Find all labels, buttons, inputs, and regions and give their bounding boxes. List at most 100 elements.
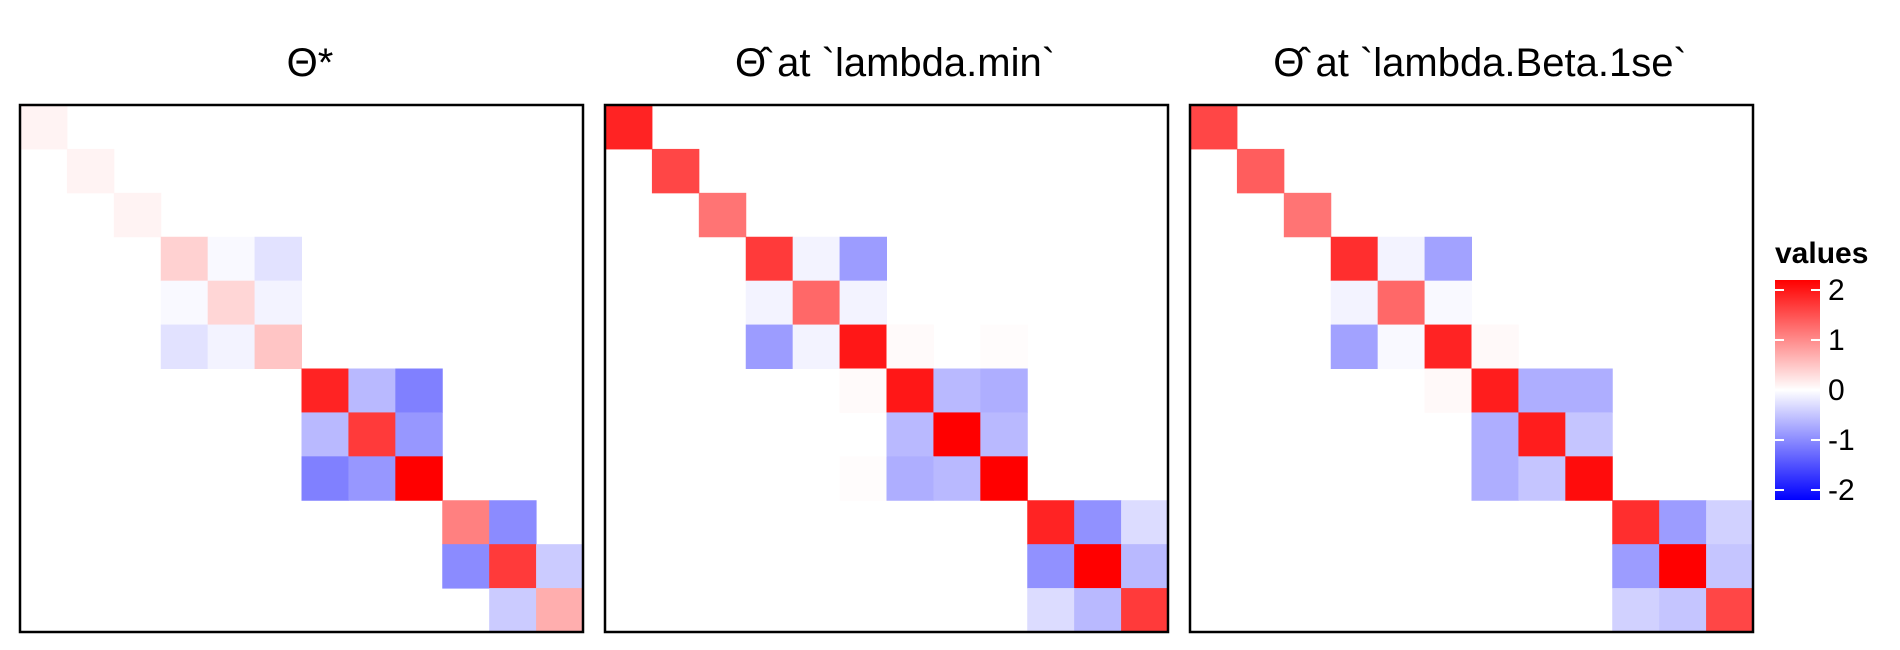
heatmap-cell	[980, 368, 1028, 413]
heatmap-cell	[792, 324, 841, 369]
heatmap-cell	[886, 368, 934, 413]
heatmap-cell	[301, 456, 349, 501]
heatmap-cell	[489, 544, 537, 589]
heatmap-cell	[254, 280, 302, 326]
heatmap-cell	[1330, 324, 1379, 369]
heatmap-cell	[839, 280, 887, 326]
panel-title-1: Θ*	[287, 41, 334, 85]
heatmap-cell	[839, 324, 887, 369]
heatmap-cell	[301, 412, 349, 457]
heatmap-cell	[1471, 368, 1519, 413]
heatmap-cell	[1377, 280, 1426, 326]
heatmap-cell	[160, 324, 209, 369]
heatmap-cell	[1074, 588, 1122, 633]
heatmap-cell	[1659, 544, 1707, 589]
heatmap-cell	[1377, 324, 1426, 369]
heatmap-cell	[348, 456, 396, 501]
heatmap-cell	[1424, 280, 1472, 326]
heatmap-cell	[489, 500, 537, 545]
heatmap-cell	[66, 148, 115, 194]
panel-1-cells	[20, 105, 584, 633]
heatmap-cell	[1706, 588, 1754, 633]
legend-title: values	[1775, 237, 1868, 270]
panel-title-3: Θ̂ at `lambda.Beta.1se`	[1273, 41, 1687, 85]
heatmap-cell	[348, 412, 396, 457]
panel-3-border	[1188, 103, 1755, 634]
panel-3-cells	[1190, 105, 1754, 633]
heatmap-cell	[254, 324, 302, 369]
heatmap-cell	[1330, 236, 1379, 282]
heatmap-cell	[1027, 500, 1075, 545]
heatmap-panel-1: Θ*	[18, 41, 585, 634]
heatmap-cell	[1074, 544, 1122, 589]
heatmap-cell	[1283, 192, 1332, 238]
heatmap-cell	[980, 324, 1028, 369]
heatmap-panel-2: Θ̂ at `lambda.min`	[603, 41, 1170, 634]
heatmap-cell	[1471, 324, 1519, 369]
heatmap-cell	[605, 105, 653, 150]
heatmap-cell	[207, 280, 256, 326]
heatmap-cell	[933, 412, 981, 457]
heatmap-cell	[1377, 236, 1426, 282]
heatmap-cell	[1565, 412, 1613, 457]
heatmap-cell	[1074, 500, 1122, 545]
panel-2-border	[603, 103, 1170, 634]
heatmap-cell	[745, 324, 794, 369]
heatmap-cell	[536, 588, 584, 633]
color-legend: values 2 1 0 -1 -2	[1775, 237, 1868, 507]
heatmap-cell	[980, 412, 1028, 457]
heatmap-cell	[395, 456, 443, 501]
heatmap-cell	[348, 368, 396, 413]
heatmap-cell	[651, 148, 700, 194]
heatmap-cell	[395, 368, 443, 413]
heatmap-cell	[1424, 236, 1472, 282]
legend-tick-label: -2	[1828, 474, 1855, 507]
heatmap-cell	[1518, 412, 1566, 457]
heatmap-cell	[113, 192, 162, 238]
heatmap-cell	[839, 236, 887, 282]
legend-tick-label: 1	[1828, 324, 1845, 357]
heatmap-cell	[933, 456, 981, 501]
heatmap-cell	[1706, 500, 1754, 545]
panel-1-border	[18, 103, 585, 634]
heatmap-cell	[1121, 544, 1169, 589]
legend-tick-label: 2	[1828, 274, 1845, 307]
legend-tick-label: -1	[1828, 424, 1855, 457]
heatmap-cell	[698, 192, 747, 238]
heatmap-cell	[1330, 280, 1379, 326]
heatmap-cell	[980, 456, 1028, 501]
heatmap-cell	[745, 236, 794, 282]
heatmap-cell	[1424, 368, 1472, 413]
heatmap-cell	[395, 412, 443, 457]
legend-ticks: 2 1 0 -1 -2	[1775, 274, 1855, 507]
heatmap-cell	[839, 368, 887, 413]
heatmap-cell	[1706, 544, 1754, 589]
heatmap-cell	[489, 588, 537, 633]
heatmap-cell	[1659, 500, 1707, 545]
heatmap-cell	[1612, 588, 1660, 633]
heatmap-cell	[933, 368, 981, 413]
heatmap-cell	[1121, 500, 1169, 545]
panel-title-2: Θ̂ at `lambda.min`	[735, 41, 1055, 85]
heatmap-cell	[1565, 456, 1613, 501]
heatmap-cell	[839, 456, 887, 501]
heatmap-cell	[1027, 544, 1075, 589]
heatmap-cell	[1471, 456, 1519, 501]
heatmap-cell	[1518, 368, 1566, 413]
heatmap-cell	[1424, 324, 1472, 369]
heatmap-cell	[207, 236, 256, 282]
heatmap-cell	[886, 412, 934, 457]
heatmap-cell	[886, 324, 934, 369]
heatmap-cell	[301, 368, 349, 413]
heatmap-cell	[207, 324, 256, 369]
heatmap-cell	[20, 105, 68, 150]
heatmap-cell	[442, 544, 490, 589]
heatmap-cell	[1518, 456, 1566, 501]
heatmap-cell	[792, 280, 841, 326]
heatmap-cell	[792, 236, 841, 282]
heatmap-cell	[160, 236, 209, 282]
legend-tick-label: 0	[1828, 374, 1845, 407]
heatmap-cell	[1121, 588, 1169, 633]
heatmap-cell	[1612, 544, 1660, 589]
